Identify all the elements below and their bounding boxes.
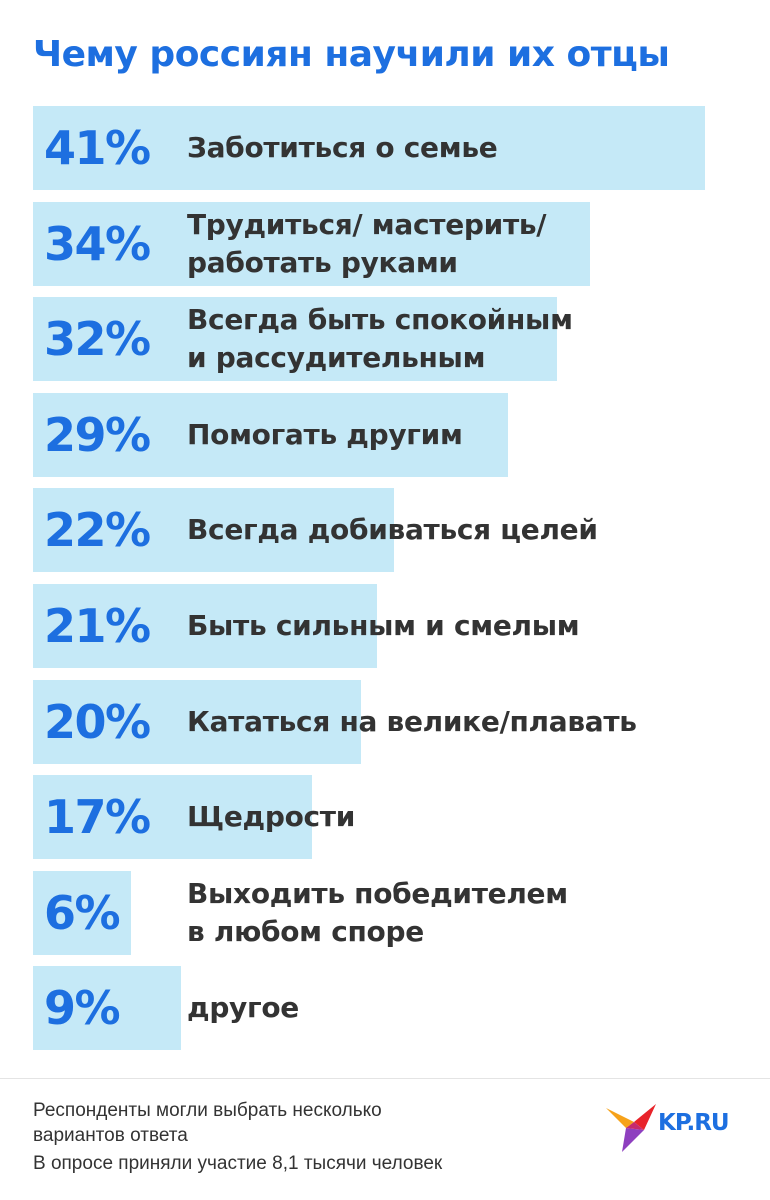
bar-value-label: 29% <box>44 407 151 462</box>
bar-value-label: 9% <box>44 981 121 1036</box>
bar-row: 32% Всегда быть спокойным и рассудительны… <box>0 297 770 382</box>
bar <box>33 392 508 477</box>
kp-logo: KP.RU <box>604 1100 754 1156</box>
bar-category-label: Выходить победителем в любом споре <box>187 876 568 948</box>
kp-bird-logo-icon <box>606 1104 656 1152</box>
bar-value-label: 34% <box>44 216 151 271</box>
bar-value-label: 41% <box>44 121 151 175</box>
bar <box>33 201 590 286</box>
bar-chart: 41% Заботиться о семье 34% Трудиться/ масте… <box>0 106 770 1051</box>
bar-category-label: Заботиться о семье <box>187 131 498 164</box>
bar <box>33 775 312 860</box>
bar-value-label: 22% <box>44 503 151 558</box>
chart-title: Чему россиян научили их отцы <box>33 34 670 75</box>
bar <box>33 297 557 382</box>
bar <box>33 679 361 764</box>
bar <box>33 488 394 573</box>
footnote-line-1: Респонденты могли выбрать несколько <box>33 1100 382 1121</box>
bar-category-label: другое <box>187 991 299 1025</box>
footnote-line-2: вариантов ответа <box>33 1125 188 1146</box>
bar-value-label: 6% <box>44 885 121 940</box>
bar-category-label: Всегда быть спокойным и рассудительным <box>187 303 573 375</box>
kp-logo-text: KP.RU <box>658 1110 730 1136</box>
bar <box>33 870 131 955</box>
bar-row: 22% Всегда добиваться целей <box>0 488 770 573</box>
bar-value-label: 21% <box>44 599 151 653</box>
bar-category-label: Кататься на велике/плавать <box>187 704 637 738</box>
bar-row: 17% Щедрости <box>0 775 770 860</box>
bar-row: 20% Кататься на велике/плавать <box>0 679 770 764</box>
bar-category-label: Трудиться/ мастерить/ работать руками <box>187 207 547 279</box>
bar-row: 34% Трудиться/ мастерить/ работать руками <box>0 201 770 286</box>
bar <box>33 106 705 190</box>
footer-divider <box>0 1078 770 1079</box>
bar <box>33 584 377 668</box>
bar-category-label: Быть сильным и смелым <box>187 609 580 642</box>
bar-row: 41% Заботиться о семье <box>0 106 770 190</box>
bar <box>33 966 181 1051</box>
bar-row: 29% Помогать другим <box>0 392 770 477</box>
bar-value-label: 32% <box>44 312 151 367</box>
bar-value-label: 20% <box>44 694 151 749</box>
footnote-line-3: В опросе приняли участие 8,1 тысячи чело… <box>33 1153 443 1174</box>
bar-row: 21% Быть сильным и смелым <box>0 584 770 668</box>
bar-category-label: Щедрости <box>187 800 356 834</box>
bar-value-label: 17% <box>44 790 151 845</box>
bar-row: 9% другое <box>0 966 770 1051</box>
bar-category-label: Всегда добиваться целей <box>187 513 598 547</box>
bar-category-label: Помогать другим <box>187 417 463 451</box>
bar-row: 6% Выходить победителем в любом споре <box>0 870 770 955</box>
